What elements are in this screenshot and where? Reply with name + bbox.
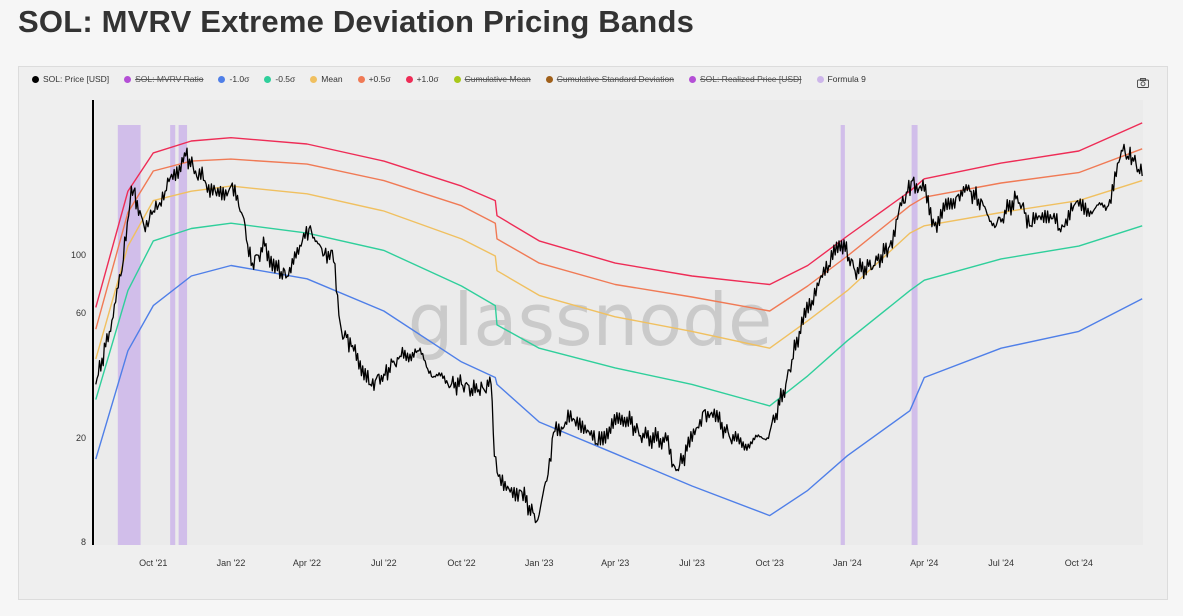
watermark: glassnode [408,278,773,362]
legend-dot [688,75,696,83]
y-tick-label: 100 [71,250,86,260]
legend-dot [357,75,365,83]
legend-dot [264,75,272,83]
legend-item[interactable]: Cumulative Standard Deviation [545,74,674,84]
price-line [95,143,1143,524]
x-tick-label: Oct '22 [447,558,475,568]
legend-label: +1.0σ [416,74,439,84]
legend-item[interactable]: +0.5σ [357,74,391,84]
band-line-10 [95,264,1143,517]
legend-item[interactable]: SOL: MVRV Ratio [124,74,203,84]
camera-icon[interactable] [1137,78,1149,88]
legend-label: SOL: Realized Price [USD] [699,74,802,84]
legend-dot [405,75,413,83]
x-tick-label: Oct '24 [1065,558,1093,568]
band-line-10 [95,122,1143,308]
legend-label: Cumulative Mean [464,74,531,84]
y-tick-label: 20 [76,433,86,443]
y-tick-label: 8 [81,537,86,547]
x-tick-label: Jul '23 [679,558,705,568]
legend-item[interactable]: Cumulative Mean [453,74,531,84]
legend: SOL: Price [USD] SOL: MVRV Ratio -1.0σ -0.5… [32,74,866,84]
legend-item[interactable]: +1.0σ [405,74,439,84]
x-tick-label: Apr '23 [601,558,629,568]
legend-label: SOL: MVRV Ratio [135,74,204,84]
legend-label: Mean [321,74,343,84]
band-line-05 [95,222,1143,407]
x-tick-label: Jul '22 [371,558,397,568]
x-tick-label: Apr '22 [293,558,321,568]
legend-dot [816,75,824,83]
legend-item[interactable]: Mean [310,74,343,84]
legend-dot [545,75,553,83]
x-tick-label: Jan '22 [217,558,246,568]
formula-9-shade [911,125,918,545]
legend-dot [310,75,318,83]
x-tick-label: Apr '24 [910,558,938,568]
page-title: SOL: MVRV Extreme Deviation Pricing Band… [18,4,695,39]
legend-dot [218,75,226,83]
x-tick-label: Jan '23 [525,558,554,568]
legend-dot [124,75,132,83]
legend-item[interactable]: -1.0σ [218,74,249,84]
x-tick-label: Jul '24 [988,558,1014,568]
legend-dot [32,75,39,83]
band-line-05 [95,148,1143,330]
legend-item[interactable]: -0.5σ [264,74,295,84]
formula-9-shade [840,125,845,545]
legend-label: +0.5σ [368,74,391,84]
x-tick-label: Jan '24 [833,558,862,568]
x-tick-label: Oct '23 [756,558,784,568]
legend-label: Cumulative Standard Deviation [556,74,674,84]
y-tick-label: 60 [76,308,86,318]
band-line-mean [95,179,1143,360]
legend-dot [453,75,461,83]
x-tick-label: Oct '21 [139,558,167,568]
legend-label: -0.5σ [275,74,296,84]
formula-9-shade [170,125,176,545]
legend-item[interactable]: SOL: Price [USD] [32,74,109,84]
legend-label: SOL: Price [USD] [43,74,110,84]
legend-item[interactable]: Formula 9 [816,74,866,84]
formula-9-shade [178,125,188,545]
legend-item[interactable]: SOL: Realized Price [USD] [688,74,802,84]
legend-label: Formula 9 [827,74,866,84]
plot-area [95,100,1143,545]
legend-label: -1.0σ [229,74,250,84]
